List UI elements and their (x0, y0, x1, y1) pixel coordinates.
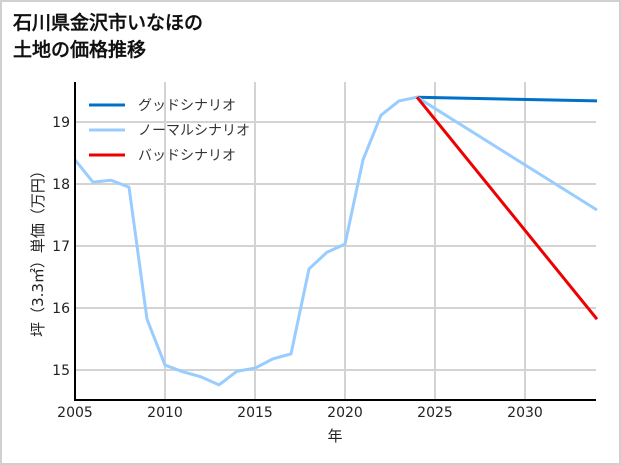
x-tick-label: 2020 (327, 405, 363, 421)
title-line-2: 土地の価格推移 (13, 39, 147, 61)
y-tick-label: 19 (52, 115, 70, 131)
series-line (416, 95, 598, 103)
y-axis-label: 坪（3.3㎡）単価（万円） (29, 163, 47, 337)
x-tick-label: 2015 (237, 405, 273, 421)
x-tick-label: 2010 (147, 405, 183, 421)
x-axis-label: 年 (327, 427, 342, 445)
y-tick-label: 18 (52, 177, 70, 193)
series-line (415, 96, 599, 321)
title-line-1: 石川県金沢市いなほの (13, 12, 204, 34)
series-lines (73, 95, 599, 387)
legend-label: ノーマルシナリオ (138, 123, 250, 139)
x-tick-label: 2005 (57, 405, 93, 421)
y-tick-label: 15 (52, 363, 70, 379)
legend-label: グッドシナリオ (138, 98, 236, 114)
y-tick-label: 16 (52, 301, 70, 317)
y-tick-label: 17 (52, 239, 70, 255)
series-line (73, 95, 598, 387)
axes: 2005 2010 2015 2020 2025 2030 15 16 17 18 19 年 坪（3.3… (29, 82, 596, 445)
x-tick-label: 2030 (507, 405, 543, 421)
chart-title: 石川県金沢市いなほの 土地の価格推移 (13, 10, 203, 64)
x-tick-label: 2025 (417, 405, 453, 421)
legend-label: バッドシナリオ (138, 148, 236, 164)
